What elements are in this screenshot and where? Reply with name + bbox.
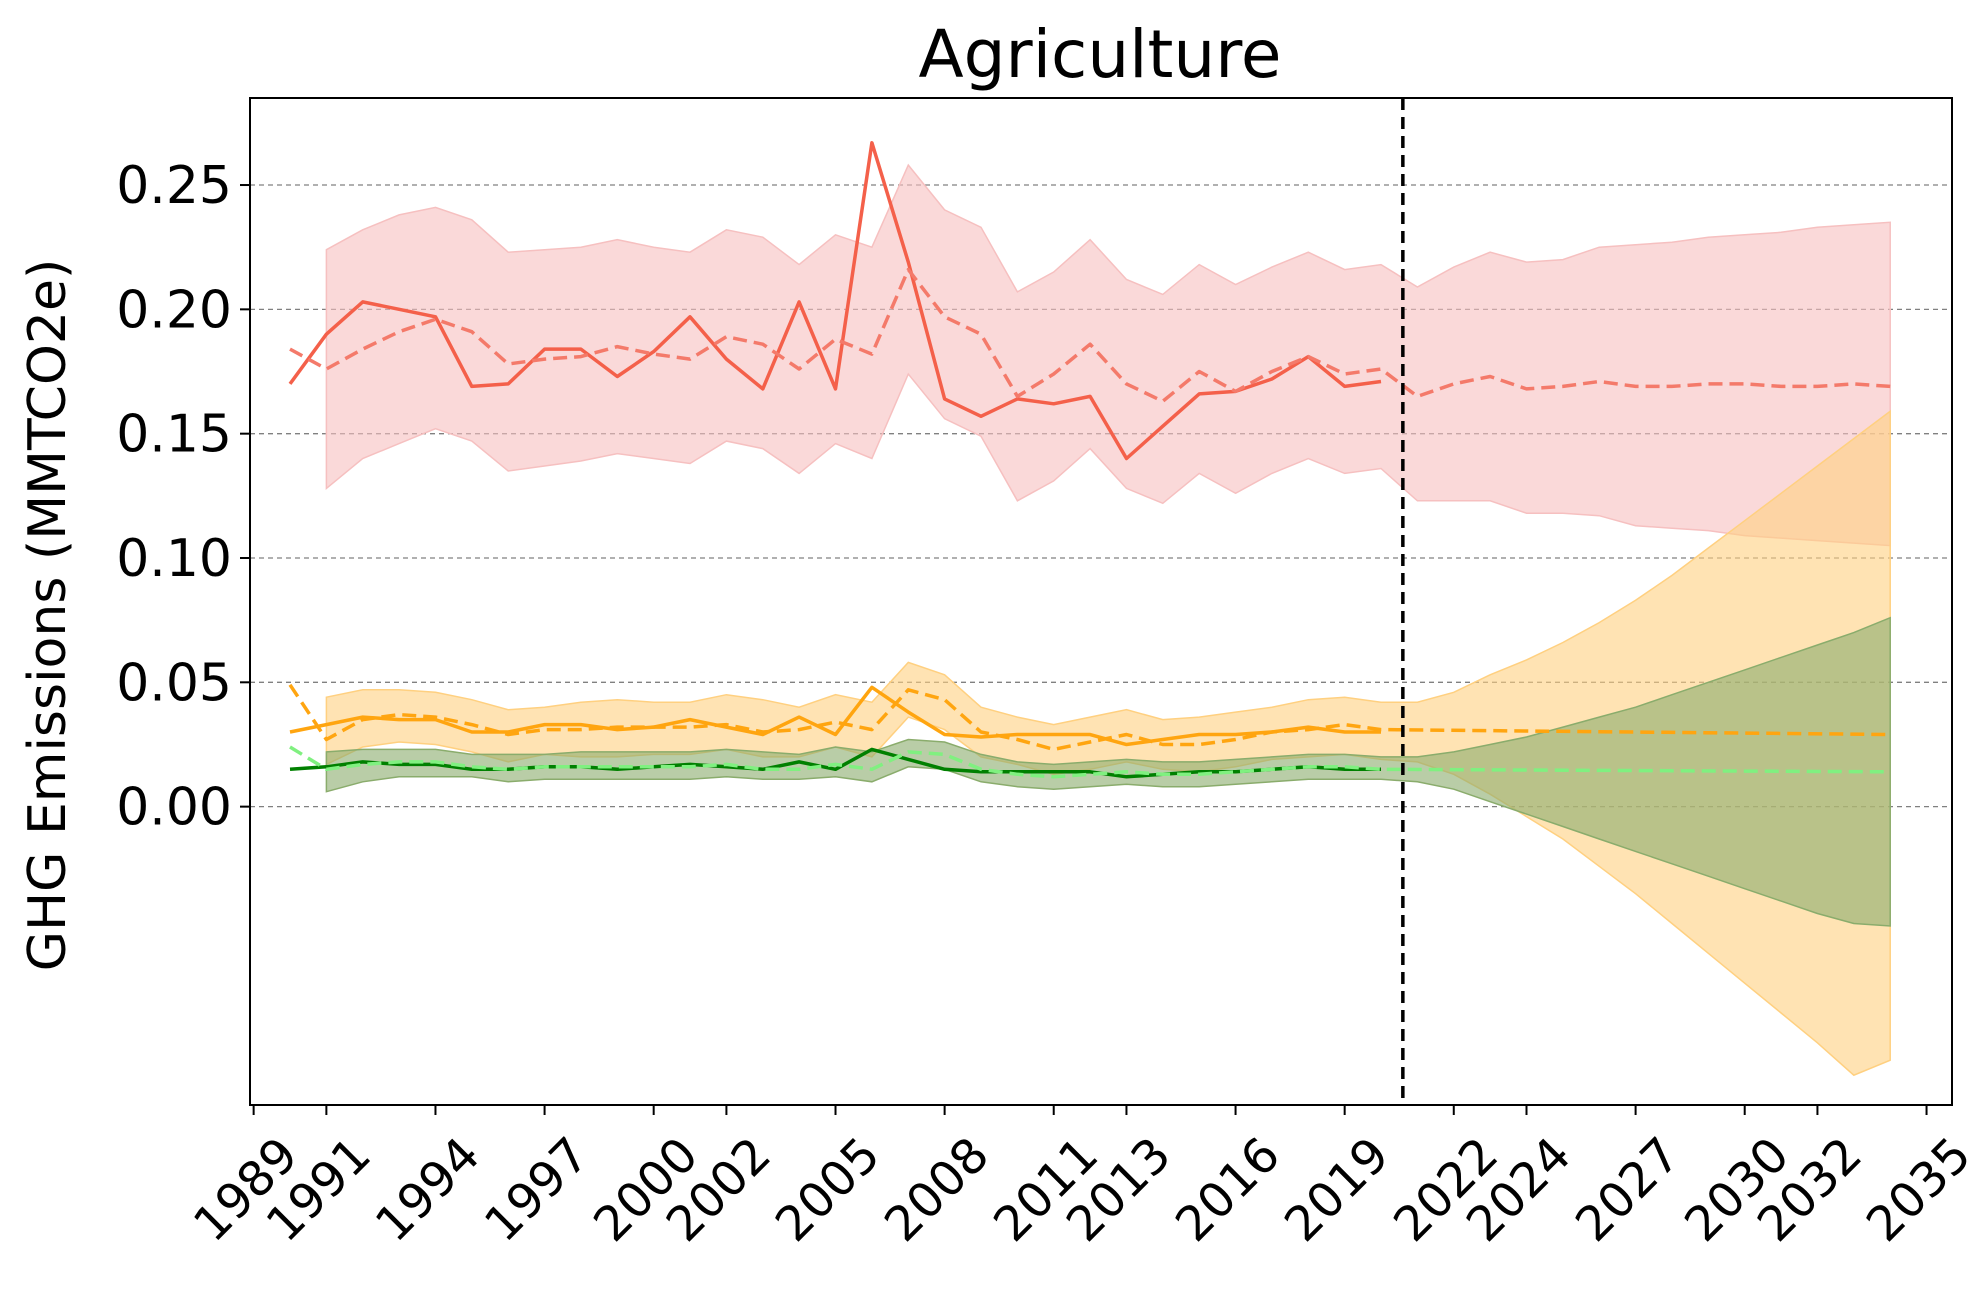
- plot-frame: [249, 97, 1953, 1106]
- series-line: [289, 267, 1891, 404]
- series-line: [289, 685, 1381, 747]
- y-tick-label: 0.15: [116, 405, 232, 465]
- x-tick-label: 2019: [1274, 1127, 1400, 1253]
- y-tick-label: 0.10: [116, 529, 232, 589]
- x-axis-ticks: 1989199119941997200020022005200820112013…: [183, 1105, 1970, 1253]
- y-axis-ticks: 0.00 0.05 0.10 0.15 0.20 0.25: [116, 156, 250, 838]
- confidence-band: [325, 616, 1891, 927]
- confidence-band: [325, 163, 1891, 547]
- y-tick-label: 0.00: [116, 778, 232, 838]
- y-axis-label: GHG Emissions (MMTCO2e): [18, 259, 78, 972]
- series-lines: [288, 141, 1891, 779]
- series-line: [289, 745, 1891, 779]
- x-tick-label: 2005: [765, 1127, 891, 1253]
- x-tick-label: 1997: [474, 1127, 600, 1253]
- x-tick-label: 2008: [874, 1127, 1000, 1253]
- y-tick-label: 0.25: [116, 156, 232, 216]
- series-line: [289, 747, 1381, 779]
- x-tick-label: 1994: [365, 1127, 491, 1253]
- x-tick-label: 2035: [1856, 1127, 1970, 1253]
- y-tick-label: 0.05: [116, 653, 232, 713]
- y-tick-label: 0.20: [116, 280, 232, 340]
- series-line: [288, 141, 1382, 461]
- uncertainty-bands: [325, 163, 1891, 1077]
- x-tick-label: 2016: [1165, 1127, 1291, 1253]
- chart-title: Agriculture: [919, 16, 1282, 93]
- series-line: [288, 683, 1891, 752]
- x-tick-label: 2027: [1565, 1127, 1691, 1253]
